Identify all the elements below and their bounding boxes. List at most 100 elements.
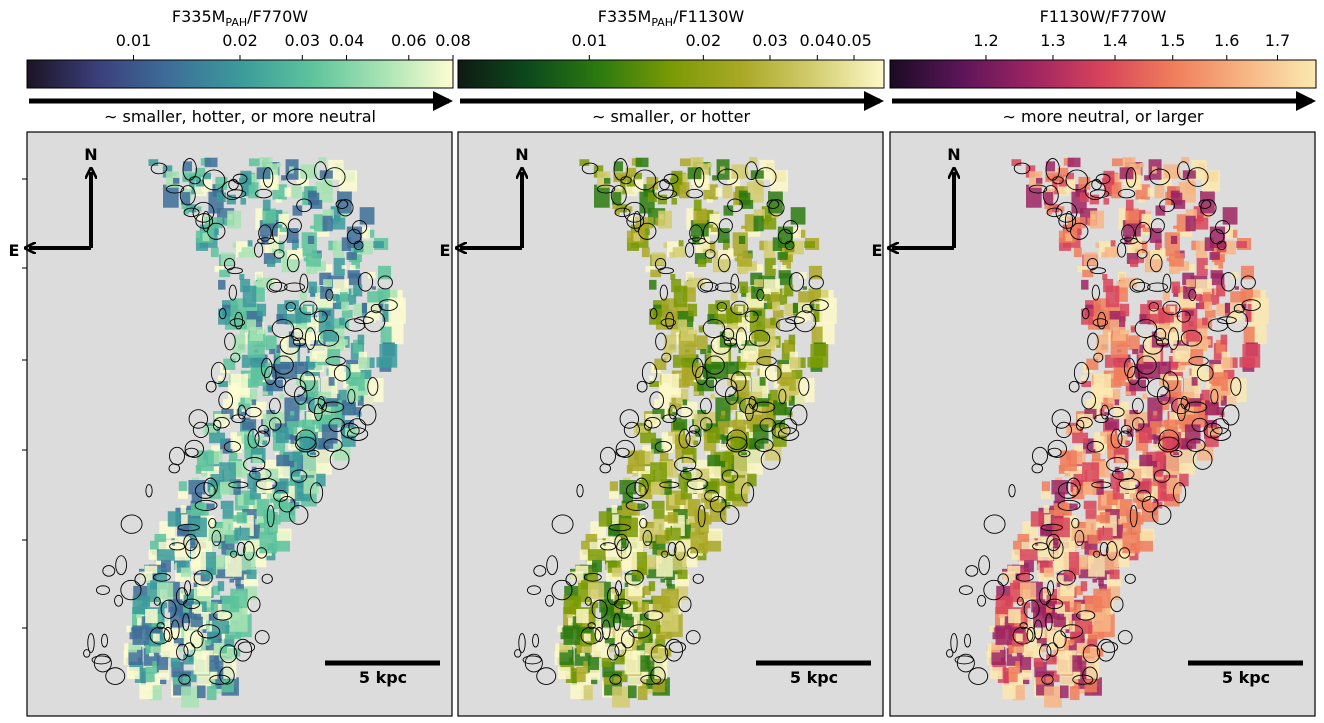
map-pixel [274, 452, 279, 456]
map-pixel [625, 167, 637, 185]
map-pixel [639, 613, 649, 626]
map-pixel [1125, 459, 1140, 470]
map-pixel [182, 172, 196, 183]
region-contour [654, 440, 672, 453]
map-pixel [1225, 227, 1233, 239]
colorbar-title: F335MPAH/F770W [172, 7, 308, 29]
region-contour [620, 176, 632, 185]
map-pixel [1043, 505, 1050, 514]
region-contour [661, 352, 672, 363]
region-contour [254, 242, 264, 258]
map-pixel [636, 217, 654, 229]
map-pixel [174, 536, 191, 561]
map-pixel [1179, 449, 1195, 475]
region-contour [219, 644, 238, 664]
map-pixel [290, 499, 296, 505]
region-contour [1045, 598, 1064, 610]
map-pixel [1088, 555, 1105, 577]
map-pixel [669, 252, 676, 258]
map-pixel [1149, 228, 1162, 243]
map-pixel [1059, 206, 1065, 212]
map-pixel [1222, 207, 1238, 225]
region-contour [1086, 257, 1099, 271]
map-pixel [777, 252, 788, 260]
map-pixel [1142, 393, 1148, 400]
region-contour [1184, 401, 1208, 413]
map-pixel [1125, 235, 1132, 244]
colorbar-tick-label: 0.01 [572, 31, 608, 50]
map-pixel [201, 176, 213, 192]
map-pixel [576, 672, 586, 682]
map-pixel [363, 395, 374, 406]
region-contour [1013, 162, 1031, 175]
map-pixel [784, 339, 794, 354]
region-contour [194, 499, 218, 511]
map-pixel [249, 524, 260, 539]
map-pixel [341, 237, 351, 251]
map-pixel [1092, 578, 1098, 583]
map-pixel [810, 344, 829, 368]
map-pixel [152, 661, 157, 668]
direction-caption: ∼ smaller, hotter, or more neutral [104, 107, 376, 126]
region-contour [1064, 210, 1074, 232]
map-pixel [649, 279, 657, 290]
region-contour [271, 318, 295, 339]
map-pixel [316, 473, 326, 487]
map-pixel [208, 527, 225, 541]
map-pixel [671, 170, 683, 184]
map-pixel [1157, 329, 1169, 343]
region-contour [667, 541, 677, 557]
map-pixel [667, 584, 675, 591]
region-contour [702, 221, 720, 245]
map-pixel [728, 248, 734, 257]
map-pixel [1216, 407, 1224, 415]
map-pixel [1138, 198, 1145, 203]
map-pixel [1075, 585, 1083, 595]
map-pixel [1084, 596, 1103, 613]
map-pixel [611, 587, 617, 594]
region-contour [614, 533, 629, 552]
map-pixel [728, 394, 742, 404]
region-contour [309, 482, 324, 504]
map-pixel [182, 161, 193, 172]
map-pixel [219, 462, 236, 485]
map-pixel [240, 170, 252, 184]
map-pixel [1185, 215, 1196, 232]
map-pixel [139, 683, 153, 700]
region-contour [600, 446, 616, 466]
region-contour [1041, 674, 1054, 685]
map-pixel [301, 419, 315, 437]
region-contour [1149, 168, 1171, 186]
region-contour [357, 272, 374, 292]
map-pixel [650, 646, 658, 654]
map-pixel [622, 492, 634, 505]
map-pixel [677, 569, 688, 580]
region-contour [255, 477, 278, 490]
map-pixel [646, 567, 665, 579]
map-pixel [1166, 257, 1171, 262]
region-contour [1106, 541, 1118, 561]
map-pixel [1047, 630, 1065, 650]
map-pixel [654, 358, 667, 370]
region-contour [1159, 198, 1176, 213]
map-pixel [647, 192, 657, 203]
map-pixel [579, 159, 590, 166]
map-pixel [1129, 379, 1146, 392]
map-pixel [1105, 319, 1120, 331]
map-pixel [339, 317, 345, 326]
map-pixel [1065, 628, 1070, 633]
region-contour [299, 300, 318, 316]
map-pixel [739, 333, 752, 344]
map-pixel [1110, 240, 1116, 247]
region-contour [293, 386, 308, 405]
map-pixel [1129, 259, 1139, 267]
region-contour [639, 518, 648, 529]
map-pixel [798, 229, 806, 238]
map-pixel [319, 396, 327, 408]
map-pixel [246, 569, 257, 580]
map-pixel [794, 395, 805, 406]
map-pixel [678, 240, 684, 247]
map-pixel [275, 198, 282, 203]
region-contour [717, 253, 731, 273]
map-pixel [648, 581, 656, 592]
